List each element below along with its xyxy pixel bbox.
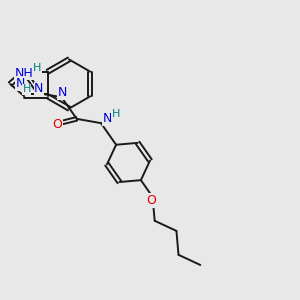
Text: H: H bbox=[112, 109, 120, 119]
Text: N: N bbox=[103, 112, 112, 125]
Text: NH: NH bbox=[15, 67, 34, 80]
Text: N: N bbox=[16, 77, 25, 90]
Text: H: H bbox=[22, 84, 31, 94]
Text: H: H bbox=[33, 63, 41, 73]
Text: O: O bbox=[146, 194, 156, 207]
Text: N: N bbox=[34, 82, 44, 95]
Text: O: O bbox=[52, 118, 62, 131]
Text: N: N bbox=[58, 86, 67, 99]
